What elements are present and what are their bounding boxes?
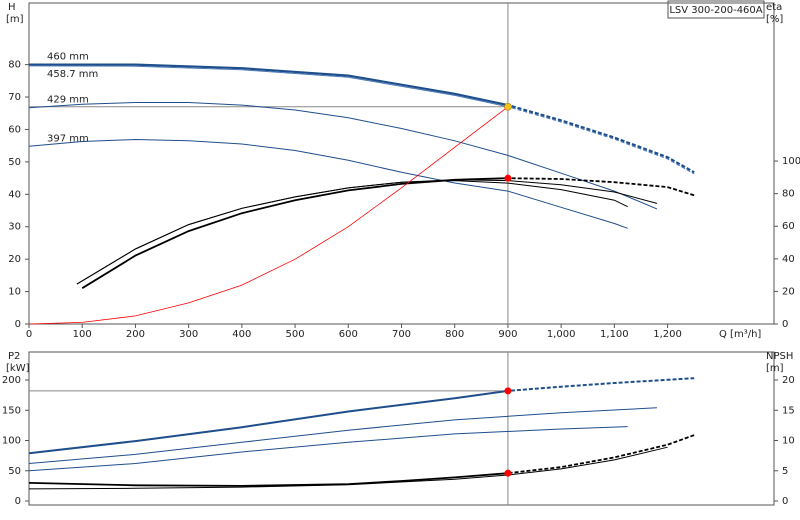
y2-tick-label: 20 <box>782 375 795 386</box>
title-box <box>667 0 765 19</box>
y2-tick-label: 80 <box>782 189 795 200</box>
y2-tick-label: 40 <box>782 254 795 265</box>
y-tick-label: 10 <box>8 287 21 298</box>
curve <box>76 180 628 285</box>
y-tick-label: 80 <box>8 60 21 71</box>
y2-tick-label: 5 <box>782 466 788 477</box>
x-tick-label: 300 <box>179 329 198 340</box>
chart-title: LSV 300-200-460A <box>669 5 762 16</box>
y-tick-label: 0 <box>15 496 21 507</box>
y-axis-label: H <box>8 2 16 13</box>
y-tick-label: 40 <box>8 189 21 200</box>
curve-label: 458.7 mm <box>47 69 98 80</box>
y2-tick-label: 60 <box>782 221 795 232</box>
curve-label: 397 mm <box>47 133 89 144</box>
y-axis-unit: [m] <box>6 14 24 25</box>
curve <box>81 177 508 289</box>
curve-dashed <box>507 377 695 392</box>
curve-dashed <box>507 177 695 197</box>
y-axis-unit: [kW] <box>6 363 30 374</box>
y-tick-label: 70 <box>8 92 21 103</box>
operating-point <box>504 469 512 477</box>
y2-tick-label: 15 <box>782 405 795 416</box>
y-axis-label: P2 <box>8 351 20 362</box>
x-axis-label: Q [m³/h] <box>719 329 761 340</box>
curve-label: 460 mm <box>47 52 89 63</box>
x-tick-label: 700 <box>392 329 411 340</box>
operating-point <box>504 102 512 111</box>
x-tick-label: 900 <box>498 329 517 340</box>
x-tick-label: 0 <box>26 329 32 340</box>
curve <box>28 407 657 464</box>
plot-frame <box>28 351 775 506</box>
y-tick-label: 100 <box>2 436 21 447</box>
x-tick-label: 1,100 <box>600 329 629 340</box>
curve <box>28 65 508 108</box>
y-tick-label: 200 <box>2 375 21 386</box>
y2-axis-label: NPSH <box>766 351 793 362</box>
curve <box>28 106 509 325</box>
y2-tick-label: 0 <box>782 319 788 330</box>
y2-tick-label: 0 <box>782 496 788 507</box>
x-tick-label: 600 <box>339 329 358 340</box>
y-tick-label: 50 <box>8 466 21 477</box>
y2-tick-label: 100 <box>782 156 800 167</box>
y-tick-label: 150 <box>2 405 21 416</box>
curve <box>28 426 628 472</box>
operating-point <box>504 387 512 395</box>
x-tick-label: 500 <box>286 329 305 340</box>
x-tick-label: 1,200 <box>653 329 682 340</box>
y2-tick-label: 20 <box>782 286 795 297</box>
curve-label: 429 mm <box>47 95 89 106</box>
x-tick-label: 200 <box>126 329 145 340</box>
curve-dashed <box>507 103 695 174</box>
y-tick-label: 30 <box>8 222 21 233</box>
y2-tick-label: 10 <box>782 436 795 447</box>
curve <box>28 472 508 487</box>
y-tick-label: 20 <box>8 254 21 265</box>
y-tick-label: 0 <box>15 319 21 330</box>
x-tick-label: 1,000 <box>547 329 576 340</box>
operating-point <box>504 174 512 182</box>
plot-frame <box>28 2 775 325</box>
y2-axis-unit: [%] <box>766 14 783 25</box>
y-tick-label: 50 <box>8 157 21 168</box>
curve <box>28 389 508 455</box>
y2-axis-label: eta <box>766 2 782 13</box>
curve-dashed <box>507 106 695 175</box>
curve <box>29 63 508 107</box>
curve <box>28 446 668 490</box>
x-tick-label: 100 <box>73 329 92 340</box>
y2-axis-unit: [m] <box>766 363 784 374</box>
y-tick-label: 60 <box>8 124 21 135</box>
x-tick-label: 800 <box>445 329 464 340</box>
curve <box>28 138 628 229</box>
curve <box>28 102 658 210</box>
x-tick-label: 400 <box>232 329 251 340</box>
curve <box>76 179 658 285</box>
